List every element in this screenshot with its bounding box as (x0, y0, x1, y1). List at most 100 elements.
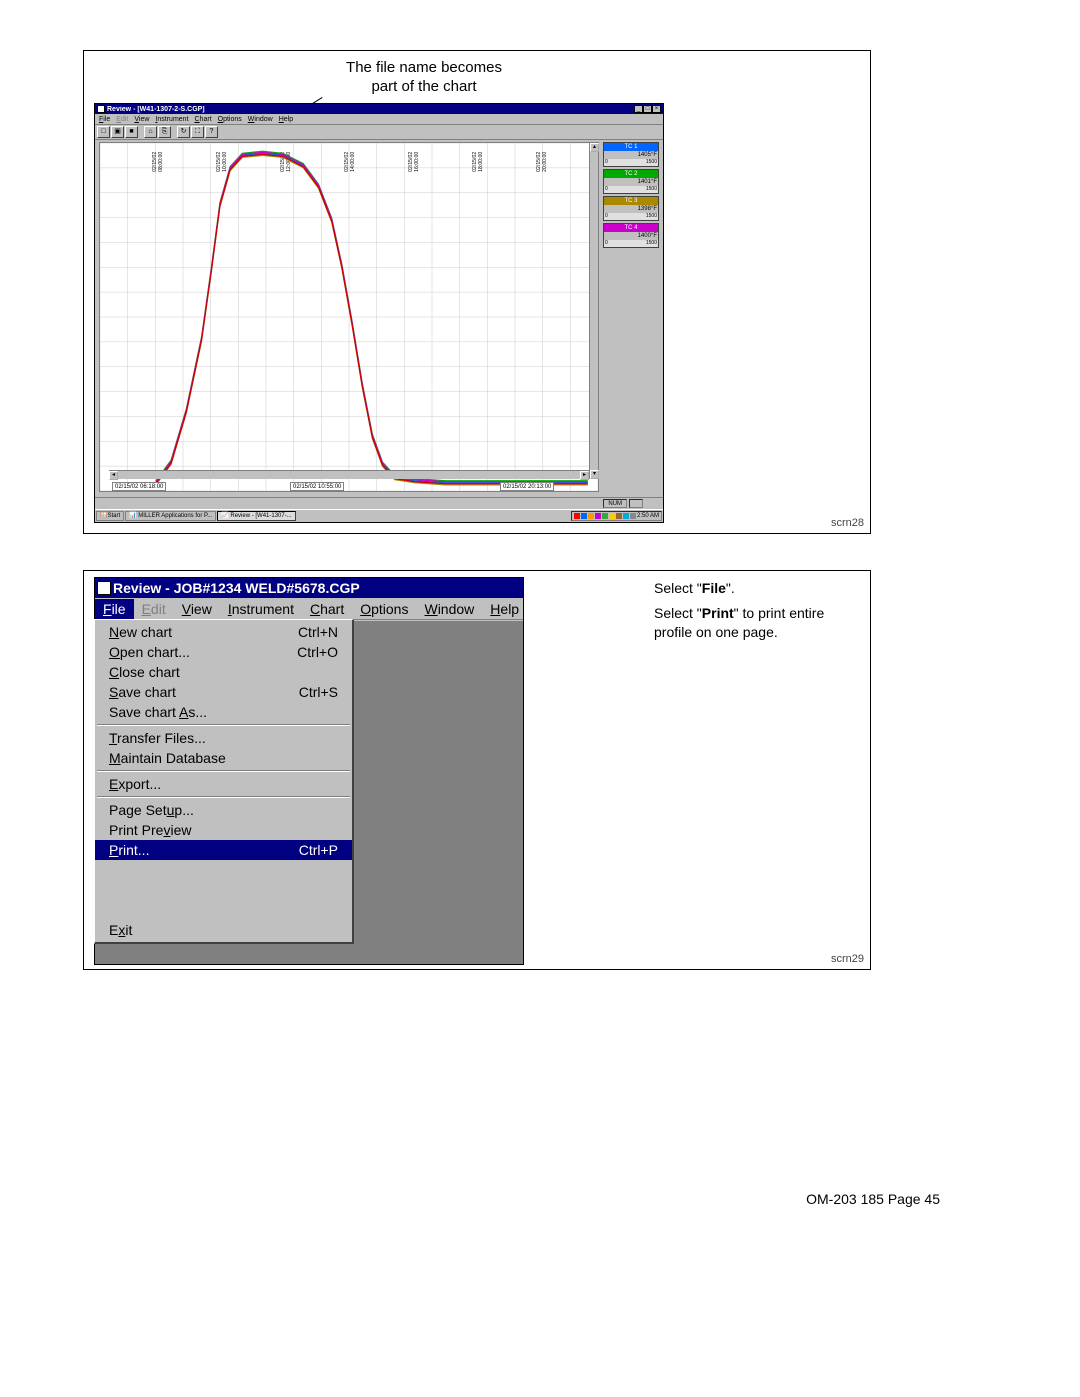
scrn28-label: scrn28 (831, 517, 864, 529)
menu-chart[interactable]: Chart (302, 599, 352, 619)
app-icon (97, 105, 105, 113)
menu-view[interactable]: View (134, 116, 149, 123)
callout-text: The file name becomes part of the chart (274, 59, 574, 97)
toolbar-button[interactable]: ⛶ (191, 126, 204, 138)
menu-instrument[interactable]: Instrument (220, 599, 302, 619)
win2-title: Review - JOB#1234 WELD#5678.CGP (113, 580, 521, 596)
minimize-button[interactable]: _ (634, 105, 643, 113)
maximize-button[interactable]: □ (643, 105, 652, 113)
svg-text:02/15/02: 02/15/02 (472, 152, 478, 172)
outer-titlebar-buttons: _ □ × (634, 105, 661, 113)
svg-text:08:00:00: 08:00:00 (158, 152, 164, 172)
svg-text:14:00:00: 14:00:00 (350, 152, 356, 172)
menu-item-print-preview[interactable]: Print Preview (95, 820, 352, 840)
toolbar-button[interactable]: ? (205, 126, 218, 138)
menu-file[interactable]: File (99, 116, 110, 123)
menu-item-page-setup[interactable]: Page Setup... (95, 800, 352, 820)
win2-menubar: FileEditViewInstrumentChartOptionsWindow… (95, 598, 523, 620)
svg-text:10:00:00: 10:00:00 (222, 152, 228, 172)
menu-options[interactable]: Options (352, 599, 416, 619)
menu-window[interactable]: Window (248, 116, 273, 123)
legend-item: TC 11405°F01500 (603, 142, 659, 167)
toolbar-button[interactable]: ⌂ (144, 126, 157, 138)
toolbar-button[interactable]: ▣ (111, 126, 124, 138)
status-num: NUM (603, 499, 627, 508)
instr1-b: File (702, 580, 726, 596)
menu-item-new-chart[interactable]: New chartCtrl+N (95, 622, 352, 642)
app-window: Review - [W41-1307-2-S.CGP] _ □ × FileEd… (94, 103, 664, 523)
scroll-up-button[interactable]: ▴ (590, 143, 599, 152)
tray-icon[interactable] (630, 513, 636, 519)
legend-item: TC 21401°F01500 (603, 169, 659, 194)
menubar: File Edit View Instrument Chart Options Window… (95, 114, 663, 125)
start-label: Start (107, 513, 120, 519)
chart-svg: 02/15/0208:00:0002/15/0210:00:0002/15/02… (100, 143, 598, 491)
menu-item-export[interactable]: Export... (95, 774, 352, 794)
menu-chart[interactable]: Chart (195, 116, 212, 123)
taskbar-item[interactable]: 📊 MILLER Applications for P... (125, 511, 216, 521)
menu-item-exit[interactable]: Exit (95, 920, 352, 940)
chart-scrollbar-vertical[interactable]: ▴ ▾ (589, 143, 598, 479)
menu-help[interactable]: Help (279, 116, 293, 123)
close-button[interactable]: × (652, 105, 661, 113)
taskbar-items: 📊 MILLER Applications for P...📈 Review -… (125, 511, 296, 521)
scroll-left-button[interactable]: ◂ (109, 471, 118, 480)
file-dropdown-menu: New chartCtrl+NOpen chart...Ctrl+OClose … (94, 619, 354, 944)
svg-text:18:00:00: 18:00:00 (478, 152, 484, 172)
tray-icon[interactable] (581, 513, 587, 519)
status-cell-blank (629, 499, 643, 508)
menu-instrument[interactable]: Instrument (155, 116, 188, 123)
svg-text:02/15/02: 02/15/02 (408, 152, 414, 172)
menu-item-save-chart-as[interactable]: Save chart As... (95, 702, 352, 722)
menu-item-open-chart[interactable]: Open chart...Ctrl+O (95, 642, 352, 662)
menu-options[interactable]: Options (218, 116, 242, 123)
menu-help[interactable]: Help (482, 599, 527, 619)
toolbar-button[interactable]: ■ (125, 126, 138, 138)
svg-text:02/15/02: 02/15/02 (536, 152, 542, 172)
instr2-b: Print (702, 605, 734, 621)
menu-file[interactable]: File (95, 599, 134, 619)
scrn29-label: scrn29 (831, 953, 864, 965)
tray-icon[interactable] (574, 513, 580, 519)
menu-item-save-chart[interactable]: Save chartCtrl+S (95, 682, 352, 702)
tray-icons (574, 513, 636, 519)
menu-item-print[interactable]: Print...Ctrl+P (95, 840, 352, 860)
taskbar-item[interactable]: 📈 Review - [W41-1307-... (217, 511, 296, 521)
legend-item: TC 31398°F01500 (603, 196, 659, 221)
tray-icon[interactable] (623, 513, 629, 519)
instr1-a: Select " (654, 580, 702, 596)
svg-text:02/15/02: 02/15/02 (216, 152, 222, 172)
toolbar-button[interactable]: □ (97, 126, 110, 138)
menu-item-close-chart[interactable]: Close chart (95, 662, 352, 682)
scroll-right-button[interactable]: ▸ (580, 471, 589, 480)
figure-2-container: Review - JOB#1234 WELD#5678.CGP FileEdit… (83, 570, 871, 970)
start-button[interactable]: 🪟Start (96, 511, 124, 521)
svg-text:20:00:00: 20:00:00 (542, 152, 548, 172)
menu-spacer (95, 860, 352, 920)
taskbar-clock: 2:50 AM (637, 512, 659, 521)
tray-icon[interactable] (609, 513, 615, 519)
figure-1-container: The file name becomes part of the chart … (83, 50, 871, 534)
tray-icon[interactable] (602, 513, 608, 519)
svg-text:16:00:00: 16:00:00 (414, 152, 420, 172)
menu-view[interactable]: View (174, 599, 220, 619)
toolbar: □▣■ ⌂⎘ ↻⛶? (95, 125, 663, 140)
tray-icon[interactable] (588, 513, 594, 519)
menu-separator (97, 724, 350, 726)
chart-scrollbar-horizontal[interactable]: ◂ ▸ (109, 470, 589, 479)
legend-item: TC 41400°F01500 (603, 223, 659, 248)
svg-text:02/15/02: 02/15/02 (152, 152, 158, 172)
callout-line1: The file name becomes (346, 59, 502, 76)
tray-icon[interactable] (595, 513, 601, 519)
page-footer: OM-203 185 Page 45 (806, 1191, 940, 1207)
menu-item-maintain-database[interactable]: Maintain Database (95, 748, 352, 768)
win2-titlebar: Review - JOB#1234 WELD#5678.CGP (95, 578, 523, 598)
menu-window[interactable]: Window (416, 599, 482, 619)
scroll-down-button[interactable]: ▾ (590, 470, 599, 479)
instr1-c: ". (726, 580, 735, 596)
tray-icon[interactable] (616, 513, 622, 519)
toolbar-button[interactable]: ↻ (177, 126, 190, 138)
menu-edit[interactable]: Edit (116, 116, 128, 123)
toolbar-button[interactable]: ⎘ (158, 126, 171, 138)
menu-item-transfer-files[interactable]: Transfer Files... (95, 728, 352, 748)
